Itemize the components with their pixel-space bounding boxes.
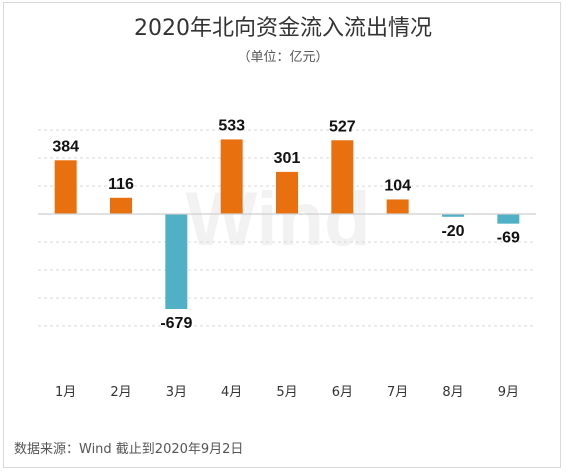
bar-8 [442, 214, 464, 217]
x-tick-5: 5月 [276, 385, 297, 400]
x-tick-7: 7月 [387, 385, 408, 400]
value-label-7: 104 [384, 177, 411, 194]
value-label-2: 116 [108, 176, 134, 193]
bar-3 [165, 214, 188, 309]
bar-9 [497, 214, 520, 224]
value-label-6: 527 [329, 118, 356, 135]
value-label-4: 533 [218, 117, 245, 134]
value-labels: 384 116 -679 533 301 527 104 -20 -69 [52, 117, 520, 332]
value-label-3: -679 [160, 315, 192, 332]
x-axis-ticks: 1月 2月 3月 4月 5月 6月 7月 8月 9月 [55, 385, 519, 400]
bar-7 [386, 199, 409, 214]
x-tick-3: 3月 [166, 385, 187, 400]
value-label-9: -69 [497, 230, 520, 247]
chart-title: 2020年北向资金流入流出情况 [134, 16, 432, 41]
chart-frame [3, 2, 561, 468]
value-label-1: 384 [52, 138, 79, 155]
x-tick-2: 2月 [110, 385, 131, 400]
bar-1 [54, 160, 77, 214]
bar-5 [276, 171, 298, 214]
bars [54, 139, 520, 309]
x-tick-6: 6月 [332, 385, 353, 400]
value-label-5: 301 [274, 150, 301, 167]
x-tick-9: 9月 [498, 385, 519, 400]
x-tick-1: 1月 [55, 385, 76, 400]
bar-6 [331, 140, 354, 214]
x-tick-8: 8月 [442, 385, 463, 400]
bar-4 [220, 139, 243, 214]
bar-2 [110, 197, 132, 214]
source-note: 数据来源：Wind 截止到2020年9月2日 [14, 442, 244, 457]
x-tick-4: 4月 [221, 385, 242, 400]
value-label-8: -20 [441, 223, 464, 240]
unit-label: （单位：亿元） [237, 50, 329, 65]
